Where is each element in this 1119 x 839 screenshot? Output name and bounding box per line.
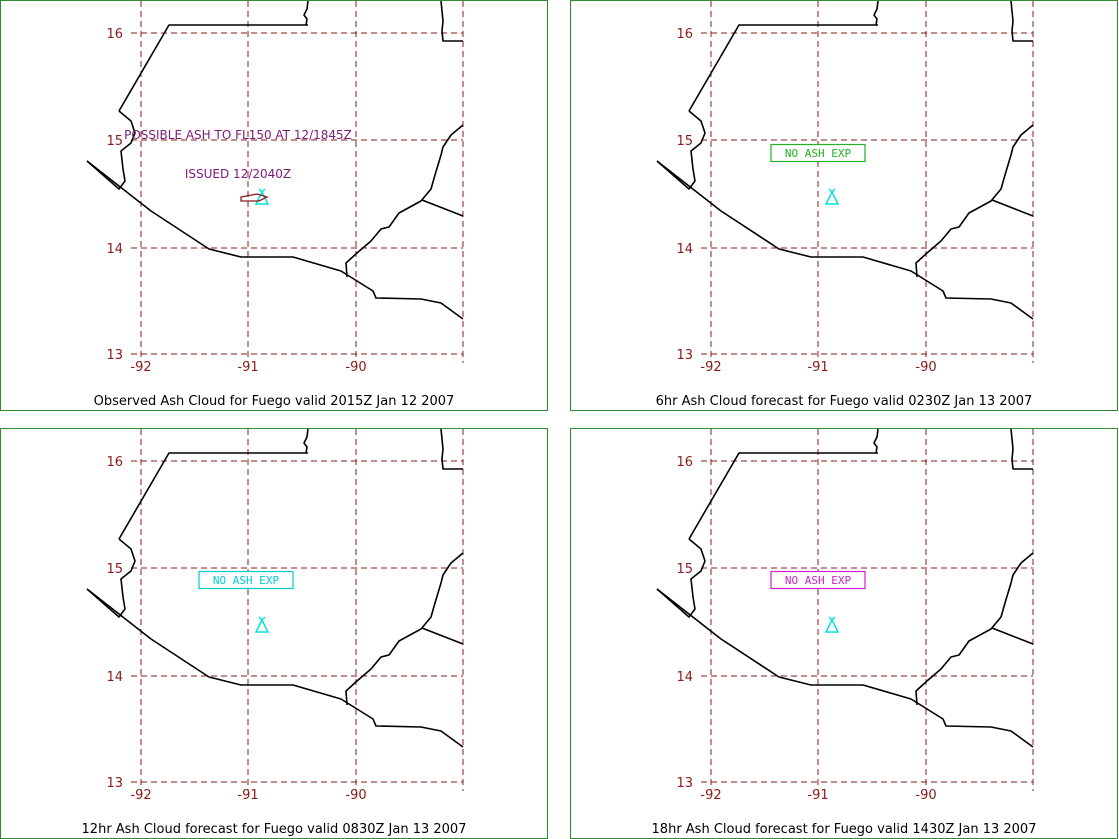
lat-tick-label: 16	[106, 27, 123, 42]
panel-caption: 12hr Ash Cloud forecast for Fuego valid …	[81, 822, 467, 837]
lat-tick-label: 14	[676, 670, 693, 685]
map-panel-observed: -92 -91 -90 16 15 14 13 POSSIBLE ASH TO FL150 A…	[0, 0, 548, 411]
coastline-border	[656, 538, 706, 618]
lat-tick-label: 16	[676, 27, 693, 42]
lat-tick-label: 13	[676, 776, 693, 791]
lon-tick-label: -92	[130, 360, 151, 375]
panel-caption: 18hr Ash Cloud forecast for Fuego valid …	[651, 822, 1037, 837]
coastline-border	[873, 1, 879, 26]
coastline-border	[1010, 429, 1033, 470]
lat-tick-label: 16	[676, 455, 693, 470]
lon-tick-label: -91	[807, 360, 828, 375]
lon-tick-label: -90	[915, 360, 936, 375]
lat-tick-label: 15	[676, 134, 693, 149]
no-ash-expected-box: NO ASH EXP	[770, 143, 866, 163]
coastline-border	[991, 627, 1034, 645]
panel-caption: Observed Ash Cloud for Fuego valid 2015Z…	[93, 394, 455, 409]
coastline-border	[915, 552, 1034, 706]
lon-tick-label: -90	[345, 788, 366, 803]
coastline-border	[873, 429, 879, 454]
lat-tick-label: 15	[676, 562, 693, 577]
lat-tick-label: 13	[106, 348, 123, 363]
coastline-border	[440, 1, 463, 42]
coastline-border	[86, 538, 136, 618]
no-ash-expected-box: NO ASH EXP	[198, 570, 294, 590]
coastline-border	[345, 552, 464, 706]
lat-tick-label: 13	[106, 776, 123, 791]
lon-tick-label: -92	[700, 788, 721, 803]
no-ash-expected-box: NO ASH EXP	[770, 570, 866, 590]
panel-caption: 6hr Ash Cloud forecast for Fuego valid 0…	[655, 394, 1033, 409]
map-panel-6hr: -92 -91 -90 16 15 14 13 NO ASH EXP 6hr Ash Clou…	[570, 0, 1118, 411]
lat-tick-label: 14	[106, 242, 123, 257]
coastline-border	[421, 627, 464, 645]
map-canvas: -92 -91 -90 16 15 14 13 NO ASH EXP	[656, 1, 1034, 375]
map-canvas: -92 -91 -90 16 15 14 13 POSSIBLE ASH TO FL150 A…	[86, 1, 464, 375]
coastline-border	[345, 124, 464, 278]
coastline-border	[1010, 1, 1033, 42]
coastline-border	[303, 1, 309, 26]
no-ash-expected-label: NO ASH EXP	[785, 147, 852, 160]
volcano-triangle-icon	[824, 188, 840, 205]
lon-tick-label: -91	[807, 788, 828, 803]
coastline-border	[86, 110, 136, 190]
coastline-border	[656, 110, 706, 190]
map-canvas: -92 -91 -90 16 15 14 13 NO ASH EXP	[656, 429, 1034, 803]
coastline-border	[915, 124, 1034, 278]
lon-tick-label: -92	[130, 788, 151, 803]
no-ash-expected-label: NO ASH EXP	[213, 574, 280, 587]
coastline-border	[118, 452, 308, 540]
ash-annotation: POSSIBLE ASH TO FL150 AT 12/1845Z	[124, 128, 352, 142]
map-panel-12hr: -92 -91 -90 16 15 14 13 NO ASH EXP 12hr Ash Clo…	[0, 428, 548, 839]
coastline-border	[991, 199, 1034, 217]
no-ash-expected-label: NO ASH EXP	[785, 574, 852, 587]
coastline-border	[421, 199, 464, 217]
lon-tick-label: -92	[700, 360, 721, 375]
lat-tick-label: 14	[106, 670, 123, 685]
coastline-border	[86, 588, 464, 748]
ash-cloud-polygon	[240, 193, 269, 202]
coastline-border	[303, 429, 309, 454]
lat-tick-label: 14	[676, 242, 693, 257]
lon-tick-label: -91	[237, 360, 258, 375]
lat-tick-label: 15	[106, 562, 123, 577]
lon-tick-label: -90	[345, 360, 366, 375]
lat-tick-label: 15	[106, 134, 123, 149]
map-panel-18hr: -92 -91 -90 16 15 14 13 NO ASH EXP 18hr Ash Clo…	[570, 428, 1118, 839]
lat-tick-label: 13	[676, 348, 693, 363]
coastline-border	[688, 24, 878, 112]
coastline-border	[688, 452, 878, 540]
coastline-border	[118, 24, 308, 112]
volcano-triangle-icon	[254, 616, 270, 633]
map-canvas: -92 -91 -90 16 15 14 13 NO ASH EXP	[86, 429, 464, 803]
coastline-border	[86, 160, 464, 320]
ash-annotation: ISSUED 12/2040Z	[185, 167, 291, 181]
lon-tick-label: -91	[237, 788, 258, 803]
lat-tick-label: 16	[106, 455, 123, 470]
volcano-triangle-icon	[824, 616, 840, 633]
lon-tick-label: -90	[915, 788, 936, 803]
coastline-border	[656, 160, 1034, 320]
coastline-border	[440, 429, 463, 470]
coastline-border	[656, 588, 1034, 748]
